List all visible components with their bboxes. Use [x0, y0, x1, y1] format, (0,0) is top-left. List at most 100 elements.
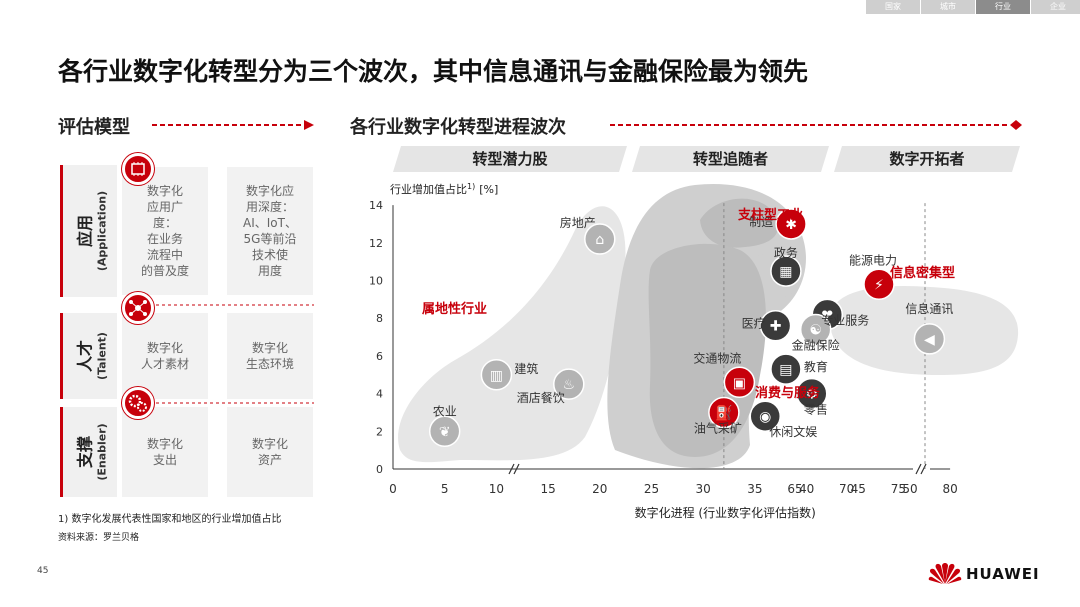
- group-label: 信息密集型: [890, 265, 955, 281]
- point-glyph: ◀: [924, 332, 935, 348]
- point-label: 零售: [804, 402, 828, 417]
- point-glyph: ◉: [759, 409, 771, 425]
- point-label: 酒店餐饮: [517, 390, 565, 405]
- point-14: ☯: [799, 313, 832, 346]
- medical-icon: [759, 309, 792, 342]
- source-note: 资料来源：罗兰贝格: [58, 533, 140, 543]
- group-label: 消费与服务: [755, 385, 821, 401]
- point-3: ⌂: [584, 223, 616, 255]
- government-icon: [770, 255, 802, 287]
- row-label-application: 应用 (Application): [60, 165, 117, 297]
- y-axis-label-unit: [%]: [479, 183, 498, 196]
- y-tick-label: 0: [376, 463, 383, 476]
- point-10: ▤: [770, 353, 802, 385]
- y-tick-label: 4: [376, 388, 383, 401]
- model-cell: 数字化应 用深度： AI、IoT、 5G等前沿 技术使 用度: [227, 167, 313, 295]
- tab-country[interactable]: 国家: [866, 0, 921, 14]
- tab-enterprise[interactable]: 企业: [1031, 0, 1080, 14]
- point-label: 教育: [804, 359, 828, 374]
- x-tick-label: 70: [839, 482, 854, 496]
- model-separators: [138, 304, 314, 404]
- point-glyph: ▦: [779, 264, 792, 280]
- model-cell: 数字化 支出: [122, 407, 208, 497]
- point-glyph: ⚡: [874, 277, 884, 293]
- point-glyph: ✱: [785, 217, 797, 233]
- x-tick-label: 80: [942, 482, 957, 496]
- tab-city[interactable]: 城市: [921, 0, 976, 14]
- point-label: 农业: [433, 404, 457, 418]
- x-tick-label: 65: [787, 482, 802, 496]
- y-tick-label: 14: [369, 199, 383, 212]
- point-label: 信息通讯: [905, 301, 953, 316]
- chip-icon: [122, 153, 154, 185]
- huawei-logo-icon: [928, 563, 962, 584]
- model-row-application: 应用 (Application) 数字化 应用广 度： 在业务 流程中 的普及度 …: [58, 165, 314, 297]
- point-label: 医疗: [742, 317, 766, 331]
- gears-icon: [122, 387, 154, 419]
- left-section-arrow: [152, 120, 314, 130]
- building-icon: [480, 359, 513, 391]
- point-label: 休闲文娱: [769, 424, 817, 439]
- x-tick-label: 50: [902, 482, 917, 496]
- train-icon: [723, 366, 756, 399]
- point-7: ✚: [759, 309, 792, 342]
- x-tick-label: 10: [489, 482, 504, 496]
- axis-break: [915, 463, 922, 475]
- point-glyph: ❤: [821, 307, 833, 323]
- point-1: ▥: [480, 359, 513, 391]
- point-glyph: ✚: [770, 319, 782, 335]
- right-section-title: 各行业数字化转型进程波次: [350, 117, 566, 138]
- model-cell: 数字化 人才素材: [122, 313, 208, 399]
- axis-break: [920, 463, 927, 475]
- x-tick-label: 20: [592, 482, 607, 496]
- point-label: 制造: [749, 215, 773, 229]
- y-tick-label: 8: [376, 312, 383, 325]
- battery-icon: [863, 268, 895, 301]
- group-label: 属地性行业: [422, 301, 487, 317]
- left-section-title: 评估模型: [58, 117, 130, 138]
- model-cell: 数字化 资产: [227, 407, 313, 497]
- x-tick-label: 35: [747, 482, 762, 496]
- point-label: 交通物流: [693, 350, 741, 365]
- fuel-icon: [708, 396, 740, 429]
- point-2: ♨: [553, 368, 585, 400]
- y-axis-label: 行业增加值占比1) [%]: [390, 182, 498, 196]
- model-cell: 数字化 生态环境: [227, 313, 313, 399]
- model-row-enabler: 支撑 (Enabler) 数字化 支出 数字化 资产: [58, 407, 314, 497]
- page-title: 各行业数字化转型分为三个波次，其中信息通讯与金融保险最为领先: [58, 57, 809, 86]
- y-tick-label: 2: [376, 425, 383, 438]
- megaphone-icon: [913, 323, 946, 355]
- footnote: 1) 数字化发展代表性国家和地区的行业增加值占比: [58, 514, 282, 525]
- group-label: 支柱型工业: [737, 207, 803, 223]
- point-label: 建筑: [514, 361, 538, 376]
- axis-break: [508, 463, 515, 475]
- axis-break: [513, 463, 520, 475]
- point-0: ❦: [428, 415, 461, 448]
- point-glyph: ⚙: [805, 387, 818, 403]
- point-4: ✱: [775, 208, 807, 240]
- page-number: 45: [37, 566, 49, 576]
- point-label: 政务: [774, 245, 798, 260]
- point-label: 金融保险: [792, 338, 840, 353]
- x-tick-label: 40: [799, 482, 814, 496]
- row-label-enabler: 支撑 (Enabler): [60, 407, 117, 497]
- point-13: ◉: [749, 400, 781, 432]
- point-glyph: ▥: [490, 368, 503, 384]
- x-tick-label: 0: [389, 482, 397, 496]
- y-tick-label: 10: [369, 275, 383, 288]
- coffee-icon: [553, 368, 585, 400]
- right-section-arrow: [610, 120, 1022, 130]
- point-label: 专业服务: [821, 312, 869, 327]
- gamepad-icon: [749, 400, 781, 432]
- x-tick-label: 45: [851, 482, 866, 496]
- point-glyph: ☯: [809, 323, 822, 339]
- point-label: 油气采矿: [694, 420, 742, 435]
- model-cell: 数字化 应用广 度： 在业务 流程中 的普及度: [122, 167, 208, 295]
- leaf-icon: [428, 415, 461, 448]
- people-network-icon: [122, 292, 154, 324]
- y-tick-label: 12: [369, 237, 383, 250]
- tab-industry[interactable]: 行业: [976, 0, 1031, 14]
- blob-pillar-industries: [700, 198, 779, 248]
- point-glyph: ▤: [779, 362, 792, 378]
